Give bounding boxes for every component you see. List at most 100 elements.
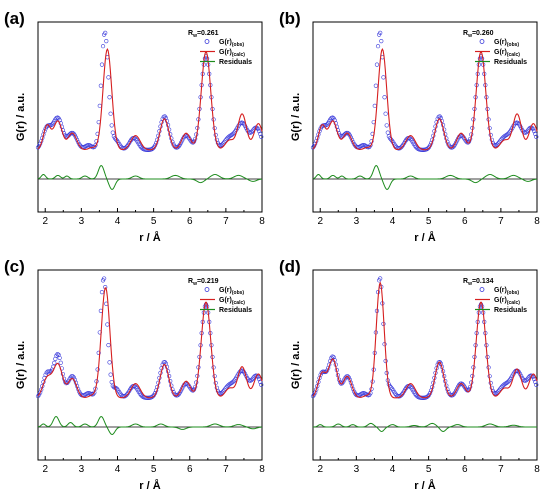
- observed-point: [375, 44, 381, 49]
- panel-a: 2 3 4 5 6 7 8 r / Å G(r) / a.u. (a) Rw=0.261 G(r)(o…: [0, 0, 275, 247]
- observed-point: [107, 95, 112, 100]
- observed-point: [52, 360, 57, 365]
- chart-panel-d: 2 3 4 5 6 7 8 r / Å G(r) / a.u. (d) Rw=0.134G(r)(o…: [279, 257, 540, 492]
- series-observed: [310, 276, 539, 400]
- observed-point: [425, 394, 430, 399]
- observed-point: [532, 129, 537, 134]
- observed-point: [506, 131, 511, 136]
- legend-symbol-obs: [204, 39, 210, 44]
- observed-point: [232, 378, 237, 383]
- observed-point: [534, 382, 539, 387]
- x-tick-label: 5: [151, 464, 157, 475]
- observed-point: [311, 392, 317, 397]
- observed-point: [341, 379, 346, 384]
- x-tick-label: 2: [317, 216, 323, 227]
- panel-c: 2 3 4 5 6 7 8 r / Å G(r) / a.u. (c) Rw=0.219 G(r)(o…: [0, 248, 275, 495]
- chart-panel-a: 2 3 4 5 6 7 8 r / Å G(r) / a.u. (a) Rw=0.261G(r)(o…: [4, 9, 265, 244]
- observed-point: [43, 372, 48, 377]
- observed-point: [36, 392, 42, 397]
- x-tick-label: 6: [462, 464, 468, 475]
- x-tick-label: 6: [187, 216, 193, 227]
- x-tick-label: 8: [534, 216, 540, 227]
- x-tick-label: 5: [151, 216, 157, 227]
- observed-point: [220, 390, 225, 395]
- observed-point: [495, 142, 500, 147]
- observed-point: [499, 137, 504, 142]
- observed-point: [379, 39, 384, 44]
- observed-point: [109, 123, 114, 128]
- observed-point: [378, 30, 383, 35]
- observed-point: [231, 131, 236, 136]
- observed-point: [372, 103, 377, 108]
- observed-point: [93, 143, 98, 148]
- observed-point: [384, 123, 389, 128]
- observed-point: [373, 83, 378, 88]
- rw-value: Rw=0.219: [188, 278, 219, 287]
- observed-point: [255, 126, 261, 132]
- observed-point: [104, 39, 109, 44]
- observed-point: [55, 115, 60, 120]
- observed-point: [227, 381, 232, 387]
- observed-point: [398, 145, 403, 150]
- observed-point: [109, 379, 114, 385]
- x-axis-label: r / Å: [414, 479, 435, 492]
- observed-point: [378, 276, 383, 281]
- observed-point: [383, 111, 388, 116]
- observed-point: [70, 130, 75, 136]
- legend-label-obs: G(r)(obs): [494, 39, 519, 48]
- legend-label-res: Residuals: [494, 59, 527, 66]
- x-axis-label: r / Å: [139, 479, 160, 492]
- panel-label: (d): [279, 257, 301, 276]
- x-tick-label: 2: [42, 216, 48, 227]
- observed-point: [72, 133, 77, 138]
- observed-point: [368, 143, 373, 148]
- observed-point: [374, 62, 380, 67]
- observed-point: [110, 130, 115, 135]
- observed-point: [99, 62, 105, 67]
- series-calculated: [37, 48, 263, 151]
- observed-point: [259, 382, 264, 387]
- x-tick-label: 6: [462, 216, 468, 227]
- y-axis-label: G(r) / a.u.: [290, 93, 302, 141]
- series-residuals: [37, 415, 263, 435]
- legend-label-calc: G(r)(calc): [219, 297, 245, 306]
- x-tick-label: 5: [426, 464, 432, 475]
- observed-point: [502, 133, 507, 139]
- series-residuals: [37, 165, 263, 190]
- observed-point: [507, 378, 512, 383]
- x-tick-label: 4: [115, 464, 121, 475]
- x-tick-label: 7: [223, 464, 229, 475]
- observed-point: [224, 385, 229, 390]
- series-residuals: [312, 422, 537, 433]
- y-axis-label: G(r) / a.u.: [15, 341, 27, 389]
- observed-point: [106, 343, 111, 348]
- observed-point: [106, 75, 111, 80]
- observed-point: [139, 393, 145, 399]
- series-observed: [35, 276, 264, 400]
- series-calculated: [37, 287, 263, 399]
- observed-point: [529, 373, 535, 378]
- observed-point: [499, 385, 504, 390]
- legend-label-res: Residuals: [219, 59, 252, 66]
- observed-point: [82, 392, 87, 398]
- observed-point: [150, 394, 155, 399]
- observed-point: [231, 379, 236, 384]
- observed-point: [414, 393, 420, 399]
- observed-point: [58, 360, 63, 365]
- observed-point: [414, 145, 420, 151]
- observed-point: [139, 145, 145, 151]
- observed-point: [524, 129, 529, 135]
- observed-point: [346, 375, 351, 380]
- observed-point: [175, 145, 180, 150]
- observed-point: [534, 134, 539, 139]
- observed-point: [330, 354, 335, 359]
- observed-point: [99, 289, 105, 295]
- observed-point: [175, 392, 180, 398]
- observed-point: [55, 352, 60, 357]
- observed-point: [150, 146, 155, 151]
- plot-frame: [312, 21, 538, 213]
- observed-point: [530, 126, 536, 132]
- observed-point: [343, 375, 348, 380]
- observed-point: [385, 130, 390, 135]
- observed-point: [98, 83, 103, 88]
